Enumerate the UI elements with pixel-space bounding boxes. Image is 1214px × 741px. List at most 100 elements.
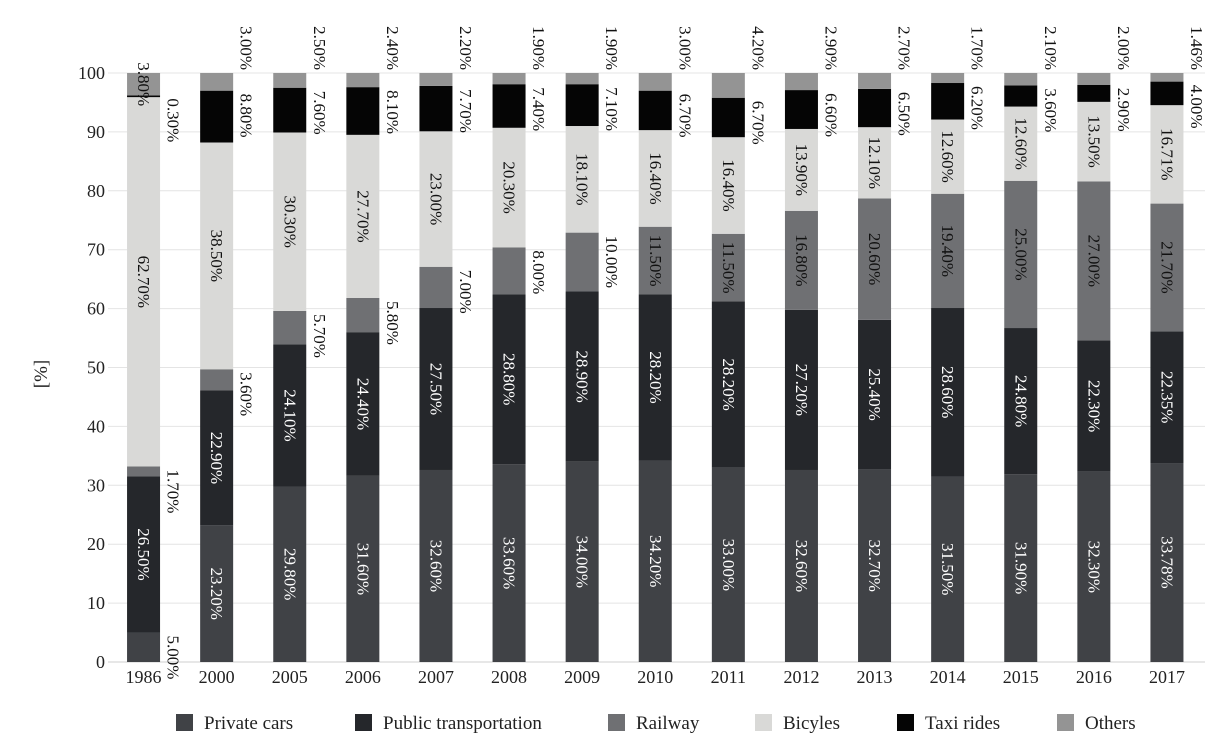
data-label: 27.50% — [426, 363, 445, 415]
legend-label: Taxi rides — [925, 713, 1000, 734]
y-axis-label: [%] — [31, 360, 52, 388]
data-label: 10.00% — [602, 236, 621, 288]
bar-segment — [273, 486, 307, 662]
bar-segment — [273, 132, 307, 311]
bar-segment — [419, 73, 453, 86]
bar-segment — [858, 88, 892, 128]
data-label: 20.60% — [865, 233, 884, 285]
data-label: 1.46% — [1187, 26, 1206, 70]
bar-segment — [858, 469, 892, 662]
data-label: 3.00% — [237, 26, 256, 70]
data-label: 8.00% — [529, 250, 548, 294]
bar-segment — [931, 119, 965, 194]
x-tick-label: 2016 — [1076, 667, 1112, 687]
data-label: 33.78% — [1157, 536, 1176, 588]
bar-segment — [127, 632, 161, 662]
bar-segment — [273, 310, 307, 345]
legend-swatch — [355, 714, 372, 731]
data-label: 3.80% — [134, 62, 153, 106]
x-tick-label: 2005 — [272, 667, 308, 687]
bar-segment — [711, 137, 745, 234]
data-label: 2.70% — [895, 26, 914, 70]
data-label: 26.50% — [134, 528, 153, 580]
data-label: 38.50% — [207, 230, 226, 282]
data-label: 31.60% — [353, 543, 372, 595]
data-label: 4.00% — [1187, 85, 1206, 129]
bar-segment — [200, 525, 234, 662]
x-tick-label: 2008 — [491, 667, 527, 687]
legend-swatch — [176, 714, 193, 731]
data-label: 27.00% — [1084, 235, 1103, 287]
data-label: 23.00% — [426, 173, 445, 225]
bar-segment — [1150, 105, 1184, 204]
data-label: 20.30% — [500, 161, 519, 213]
bar-segment — [1150, 463, 1184, 662]
bar-segment — [346, 475, 380, 662]
legend: Private cars Public transportation Railway… — [176, 713, 1136, 734]
bar-segment — [1004, 328, 1038, 475]
x-tick-label: 2007 — [418, 667, 454, 687]
bar-segment — [1150, 203, 1184, 332]
data-label: 33.60% — [500, 537, 519, 589]
x-axis-ticks: 1986 2000 2005 2006 2007 2008 2009 2010 2011 2012… — [126, 667, 1185, 687]
data-label: 2.20% — [456, 26, 475, 70]
bar-segment — [711, 467, 745, 662]
data-label: 2.50% — [310, 26, 329, 70]
data-label: 24.40% — [353, 378, 372, 430]
data-label: 4.20% — [748, 26, 767, 70]
data-label: 2.40% — [383, 26, 402, 70]
bar-segment — [127, 466, 161, 477]
data-label: 27.70% — [353, 190, 372, 242]
bar-segment — [1004, 180, 1038, 329]
data-label: 31.90% — [1011, 542, 1030, 594]
bar-segment — [419, 308, 453, 470]
bar-segment — [858, 319, 892, 470]
data-label: 27.20% — [792, 364, 811, 416]
bar-segment — [858, 127, 892, 199]
data-label: 5.00% — [164, 636, 183, 680]
bar-segment — [419, 266, 453, 309]
bar-segment — [200, 142, 234, 370]
bar-segment — [419, 469, 453, 662]
bar-segment — [711, 233, 745, 302]
y-tick-label: 70 — [87, 240, 105, 260]
x-tick-label: 2017 — [1149, 667, 1185, 687]
data-label: 34.20% — [646, 535, 665, 587]
data-label: 8.10% — [383, 90, 402, 134]
bars — [127, 73, 1184, 662]
data-label: 22.35% — [1157, 371, 1176, 423]
data-label: 28.20% — [719, 358, 738, 410]
legend-swatch — [608, 714, 625, 731]
bar-segment — [1004, 73, 1038, 86]
bar-segment — [1077, 84, 1111, 102]
legend-swatch — [897, 714, 914, 731]
bar-segment — [1150, 73, 1184, 82]
bar-segment — [1077, 471, 1111, 662]
bar-segment — [346, 332, 380, 476]
data-label: 62.70% — [134, 256, 153, 308]
bar-segment — [784, 469, 818, 662]
bar-segment — [1077, 101, 1111, 182]
x-tick-label: 2014 — [930, 667, 966, 687]
data-label: 7.00% — [456, 270, 475, 314]
data-label: 1.90% — [529, 26, 548, 70]
y-tick-label: 30 — [87, 475, 105, 495]
bar-segment — [711, 97, 745, 138]
data-label: 32.30% — [1084, 541, 1103, 593]
data-label: 24.10% — [280, 389, 299, 441]
data-label: 16.40% — [646, 152, 665, 204]
bar-segment — [638, 226, 672, 295]
bar-segment — [346, 87, 380, 135]
data-label: 12.60% — [1011, 117, 1030, 169]
bar-segment — [638, 130, 672, 227]
legend-label: Railway — [636, 713, 700, 734]
data-label: 28.90% — [573, 350, 592, 402]
bar-segment — [492, 73, 526, 85]
data-label: 32.70% — [865, 539, 884, 591]
data-label: 25.40% — [865, 368, 884, 420]
bar-segment — [492, 464, 526, 662]
bar-segment — [1004, 106, 1038, 181]
data-label: 19.40% — [938, 225, 957, 277]
data-label: 13.90% — [792, 144, 811, 196]
